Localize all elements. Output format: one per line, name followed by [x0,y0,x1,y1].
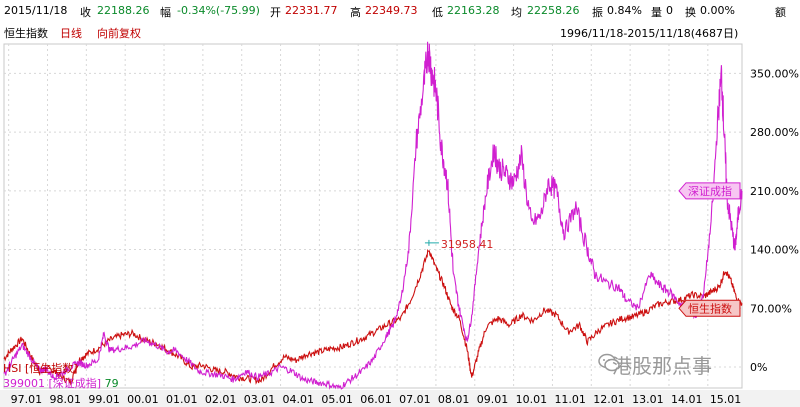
legend-hsi-label: HSI [恒生指数] [3,362,78,375]
x-tick-label: 06.01 [360,393,392,406]
amp-label: 振 [592,6,603,19]
wechat-bubble-icon [598,353,620,372]
legend-hsi: HSI [恒生指数] [3,360,78,376]
x-tick-label: 07.01 [399,393,431,406]
date-range: 1996/11/18-2015/11/18(4687日) [560,27,739,40]
y-tick-label: 350.00% [750,67,799,80]
series-line-399001 [3,41,743,390]
legend-szse: 399001 [深证成指] 79 [3,375,119,391]
y-axis: 350.00% 280.00% 210.00% 140.00% 70.00% 0% [750,67,799,374]
series-line-HSI [3,249,743,386]
low-value: 22163.28 [447,4,500,17]
series-tag-box-399001 [678,182,741,200]
x-axis-band [0,390,800,407]
close-label: 收 [80,6,91,19]
x-tick-label: 98.01 [50,393,82,406]
y-tick-label: 70.00% [750,302,792,315]
annotation-label: 31958.41 [441,238,494,251]
x-tick-label: 14.01 [671,393,703,406]
x-tick-label: 12.01 [593,393,625,406]
x-tick-label: 04.01 [283,393,315,406]
x-tick-label: 00.01 [127,393,159,406]
legend-szse-label: 399001 [深证成指] [3,377,102,390]
x-tick-label: 02.01 [205,393,237,406]
x-tick-label: 08.01 [438,393,470,406]
high-label: 高 [350,6,361,19]
turnover-value: 0.00% [700,4,735,17]
y-tick-label: 140.00% [750,244,799,257]
index-name: 恒生指数 [4,27,48,40]
change-value: -0.34%(-75.99) [177,4,260,17]
x-tick-label: 09.01 [477,393,509,406]
period-label: 日线 [60,27,82,40]
plot-frame [3,43,743,389]
x-tick-label: 03.01 [244,393,276,406]
series-tag-399001: 深证成指 [688,184,732,198]
close-value: 22188.26 [97,4,150,17]
x-tick-label: 13.01 [632,393,664,406]
annotation-layer: 31958.41 [424,238,494,251]
low-label: 低 [432,6,443,19]
x-tick-label: 01.01 [166,393,198,406]
annotation-marker [424,239,439,246]
vol-label: 量 [651,6,662,19]
watermark-text: 港股那点事 [612,354,712,378]
adjust-label: 向前复权 [97,27,141,40]
series-layer [3,41,743,390]
avg-label: 均 [511,6,522,19]
amp-value: 0.84% [607,4,642,17]
series-tag-box-HSI [678,299,741,317]
x-axis: 97.01 98.01 99.01 00.01 01.01 02.01 03.01 04.01… [0,390,800,407]
open-value: 22331.77 [285,4,338,17]
quote-date: 2015/11/18 [4,4,68,17]
vol-value: 0 [666,4,673,17]
high-value: 22349.73 [365,4,418,17]
grid [3,43,743,389]
y-tick-label: 0% [750,361,767,374]
turnover-label: 换 [685,6,696,19]
x-tick-label: 11.01 [554,393,586,406]
x-tick-label: 05.01 [321,393,353,406]
y-tick-label: 280.00% [750,126,799,139]
legend-szse-value: 79 [104,377,119,390]
y-tick-label: 210.00% [750,185,799,198]
avg-value: 22258.26 [527,4,580,17]
x-tick-label: 10.01 [516,393,548,406]
amount-label: 额 [775,6,786,19]
change-label: 幅 [160,6,171,19]
x-tick-label: 97.01 [11,393,43,406]
x-tick-label: 15.01 [710,393,742,406]
x-tick-label: 99.01 [88,393,120,406]
open-label: 开 [270,6,281,19]
series-tag-HSI: 恒生指数 [688,301,732,315]
quote-bar: 2015/11/18 收 22188.26 幅 -0.34%(-75.99) 开… [0,0,800,20]
chart-header: 恒生指数 日线 向前复权 1996/11/18-2015/11/18(4687日… [0,22,800,40]
